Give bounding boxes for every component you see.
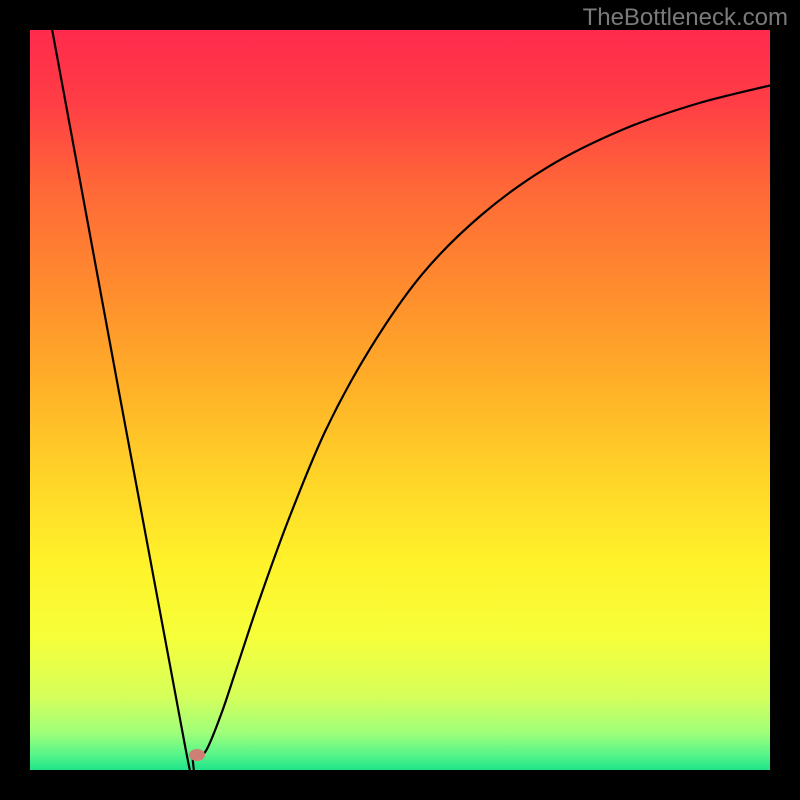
curve-layer [30, 30, 770, 770]
plot-area [30, 30, 770, 770]
chart-container: TheBottleneck.com [0, 0, 800, 800]
bottleneck-curve [52, 30, 770, 770]
minimum-marker [189, 749, 205, 761]
watermark-text: TheBottleneck.com [583, 4, 788, 32]
